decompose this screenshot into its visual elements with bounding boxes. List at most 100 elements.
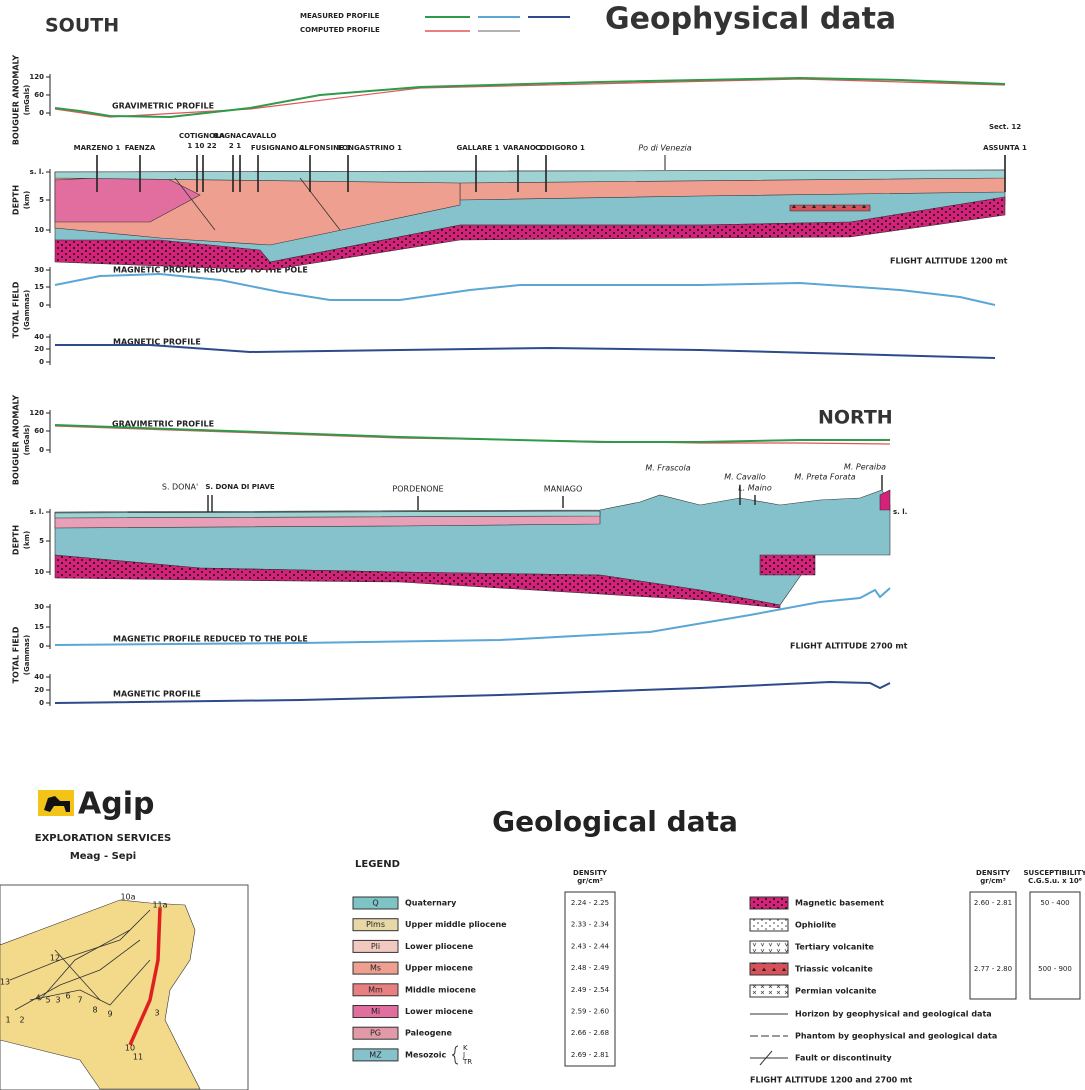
label: EXPLORATION SERVICES (35, 833, 172, 844)
label: 2.49 - 2.54 (571, 986, 610, 994)
label: Geophysical data (605, 2, 896, 37)
label: Mi (371, 1007, 380, 1016)
label: 20 (34, 345, 44, 353)
swatch (750, 919, 788, 931)
profile-curve (55, 78, 1005, 117)
label: Ophiolite (795, 921, 837, 930)
poster: SOUTHGeophysical dataMEASURED PROFILECOM… (0, 0, 1085, 1090)
swatch (750, 941, 788, 953)
label: COMPUTED PROFILE (300, 26, 380, 34)
label: 11a (152, 901, 167, 910)
label: (Gammas) (23, 635, 31, 675)
label: Agip (78, 787, 154, 822)
volcanite (790, 205, 870, 211)
swatch (750, 985, 788, 997)
label: Sect. 12 (989, 123, 1021, 131)
profile-curve (55, 274, 995, 305)
label: 7 (77, 996, 82, 1005)
label: PG (370, 1029, 381, 1038)
label: MANIAGO (544, 485, 583, 494)
label: Middle miocene (405, 985, 477, 994)
label: MAGNETIC PROFILE REDUCED TO THE POLE (113, 635, 308, 644)
label: 9 (107, 1010, 112, 1019)
label: Plms (366, 920, 385, 929)
label: PORDENONE (392, 485, 443, 494)
label: (mGals) (23, 85, 31, 116)
label: Magnetic basement (795, 899, 884, 908)
label: 0 (39, 358, 44, 366)
label: Triassic volcanite (795, 965, 873, 974)
label: FUSIGNANO 1 (251, 144, 305, 152)
label: 3 (55, 996, 60, 1005)
label: SOUTH (45, 15, 119, 37)
label: (Gammas) (23, 290, 31, 330)
label: DEPTH (12, 185, 21, 215)
label: BOUGUER ANOMALY (12, 55, 21, 146)
label: 2 1 (229, 142, 241, 150)
label: 40 (34, 333, 44, 341)
label: Horizon by geophysical and geological da… (795, 1010, 992, 1019)
label: M. Peraiba (844, 463, 886, 472)
label: 5 (39, 537, 44, 545)
label: 11 (133, 1053, 143, 1062)
label: BOUGUER ANOMALY (12, 395, 21, 486)
label: 120 (29, 73, 44, 81)
label: 2 (19, 1016, 24, 1025)
label: 2.33 - 2.34 (571, 921, 610, 929)
label: Permian volcanite (795, 987, 877, 996)
density-box (565, 892, 615, 1066)
swatch (750, 963, 788, 975)
label: 60 (34, 427, 44, 435)
mesozoic (55, 490, 890, 605)
label: 2.77 - 2.80 (974, 965, 1012, 973)
label: 2.24 - 2.25 (571, 899, 609, 907)
label: 3 (154, 1009, 159, 1018)
label: TR (462, 1058, 472, 1066)
label: 2.48 - 2.49 (571, 964, 609, 972)
page: SOUTHGeophysical dataMEASURED PROFILECOM… (0, 0, 1085, 1090)
label: 10 (34, 568, 44, 576)
label: CODIGORO 1 (535, 144, 585, 152)
label: 120 (29, 409, 44, 417)
label: Mm (368, 985, 383, 994)
label: GRAVIMETRIC PROFILE (112, 102, 214, 111)
label: DEPTH (12, 525, 21, 555)
label: FLIGHT ALTITUDE 1200 and 2700 mt (750, 1076, 912, 1085)
label: Ms (370, 964, 381, 973)
label: 30 (34, 266, 44, 274)
label: gr/cm³ (980, 877, 1006, 885)
label: DENSITY (976, 869, 1011, 877)
label: Q (372, 899, 378, 908)
label: C.G.S.u. x 10⁶ (1028, 877, 1082, 885)
label: Tertiary volcanite (795, 943, 875, 952)
swatch (750, 897, 788, 909)
label: LONGASTRINO 1 (338, 144, 402, 152)
label: ASSUNTA 1 (983, 144, 1027, 152)
label: DENSITY (573, 869, 608, 877)
label: 500 - 900 (1038, 965, 1072, 973)
label: 30 (34, 603, 44, 611)
label: 20 (34, 686, 44, 694)
label: Quaternary (405, 899, 457, 908)
density-box (970, 892, 1016, 999)
label: 10 (34, 226, 44, 234)
label: Pli (371, 942, 380, 951)
label: FLIGHT ALTITUDE 2700 mt (790, 642, 908, 651)
label: MARZENO 1 (74, 144, 121, 152)
label: TOTAL FIELD (12, 281, 21, 338)
label: M. Frascola (645, 464, 690, 473)
label: Po di Venezia (638, 144, 691, 153)
label: Mesozoic (405, 1050, 447, 1059)
label: 8 (92, 1006, 97, 1015)
label: NORTH (818, 407, 893, 429)
brace (452, 1046, 458, 1064)
label: s. l. (30, 508, 44, 516)
label: 60 (34, 91, 44, 99)
magnetic-basement (760, 555, 815, 575)
label: FLIGHT ALTITUDE 1200 mt (890, 257, 1008, 266)
label: 2.59 - 2.60 (571, 1008, 609, 1016)
label: 2.60 - 2.81 (974, 899, 1012, 907)
label: 2.43 - 2.44 (571, 942, 610, 950)
label: 10a (120, 893, 135, 902)
label: 15 (34, 283, 44, 291)
